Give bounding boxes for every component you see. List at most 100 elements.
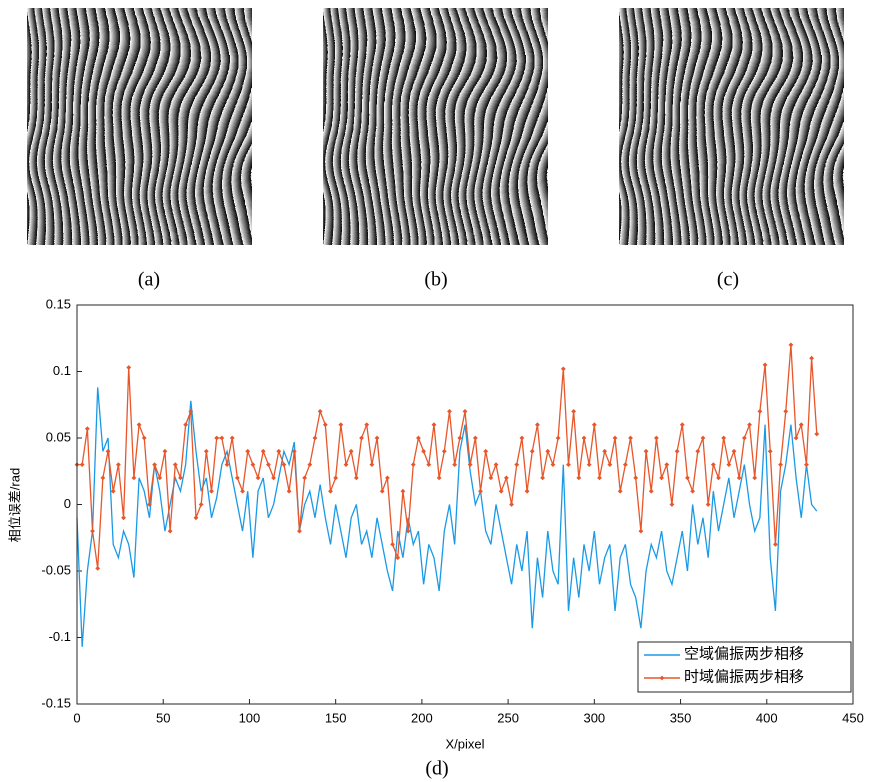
y-axis-label: 相位误差/rad [7, 468, 22, 542]
marker [281, 462, 287, 467]
marker [348, 448, 354, 454]
panel-label: (c) [717, 269, 739, 291]
marker [488, 475, 494, 481]
marker [302, 475, 308, 481]
marker [286, 488, 292, 494]
marker [467, 462, 473, 467]
marker [752, 475, 758, 481]
marker [809, 355, 815, 361]
marker [597, 475, 602, 481]
marker [679, 422, 685, 428]
marker [571, 409, 577, 414]
marker [110, 488, 116, 494]
marker [447, 409, 452, 414]
marker [385, 475, 390, 481]
marker [731, 448, 737, 454]
y-tick-label: -0.15 [41, 695, 71, 710]
marker [788, 342, 794, 348]
marker [297, 528, 302, 534]
marker [416, 435, 421, 441]
series-line [76, 387, 818, 647]
y-tick-label: 0.05 [46, 429, 71, 444]
fringe-image-b [303, 0, 568, 265]
marker [245, 448, 251, 454]
marker [617, 488, 623, 494]
marker [560, 366, 566, 372]
marker [364, 422, 370, 428]
x-tick-label: 400 [756, 710, 778, 725]
fringe-image-a [7, 0, 272, 265]
y-tick-label: 0 [64, 496, 71, 511]
marker [602, 448, 608, 454]
marker [203, 448, 209, 454]
marker [586, 462, 592, 467]
x-tick-label: 0 [73, 710, 80, 725]
marker [266, 462, 271, 467]
marker [410, 462, 416, 467]
marker [804, 462, 809, 467]
marker [726, 462, 732, 467]
marker [209, 488, 214, 494]
marker [535, 422, 540, 428]
marker [333, 475, 339, 481]
marker [105, 448, 111, 454]
marker [669, 502, 675, 507]
marker [757, 409, 763, 414]
marker [147, 502, 152, 507]
marker [581, 435, 587, 441]
marker [628, 435, 633, 441]
marker [84, 426, 90, 432]
marker [545, 448, 551, 454]
marker [710, 462, 716, 467]
marker [219, 435, 225, 441]
marker [529, 448, 535, 454]
legend-label: 时域偏振两步相移 [684, 668, 804, 685]
marker [695, 448, 701, 454]
legend-box [637, 641, 852, 693]
marker [431, 422, 437, 428]
marker [607, 462, 613, 467]
x-tick-label: 350 [670, 710, 692, 725]
x-tick-label: 300 [583, 710, 605, 725]
series-line [77, 344, 818, 569]
marker [271, 475, 276, 481]
marker [736, 475, 742, 481]
marker [121, 515, 126, 521]
marker [509, 502, 514, 507]
marker [503, 475, 509, 481]
marker [255, 475, 261, 481]
marker [312, 435, 318, 441]
marker [157, 475, 163, 481]
marker [436, 475, 442, 481]
marker [178, 475, 183, 481]
marker [793, 435, 799, 441]
marker [152, 462, 157, 467]
x-tick-label: 200 [411, 710, 433, 725]
fringe-image-c [599, 0, 864, 265]
marker [322, 422, 328, 428]
marker [172, 462, 178, 467]
marker [250, 462, 256, 467]
marker [555, 435, 561, 441]
marker [705, 502, 711, 507]
marker [115, 462, 121, 467]
marker [353, 475, 359, 481]
marker [379, 488, 385, 494]
y-tick-label: -0.1 [49, 629, 71, 644]
marker [762, 362, 768, 368]
marker [359, 435, 364, 441]
marker [162, 448, 168, 454]
marker [390, 542, 395, 547]
marker [654, 435, 659, 441]
marker [193, 515, 199, 521]
y-tick-label: -0.05 [41, 562, 71, 577]
panel-label: (b) [424, 269, 447, 291]
marker [566, 462, 571, 467]
marker [478, 488, 483, 494]
marker [100, 475, 106, 481]
x-tick-label: 50 [156, 710, 170, 725]
marker [183, 422, 189, 428]
x-tick-label: 250 [497, 710, 519, 725]
